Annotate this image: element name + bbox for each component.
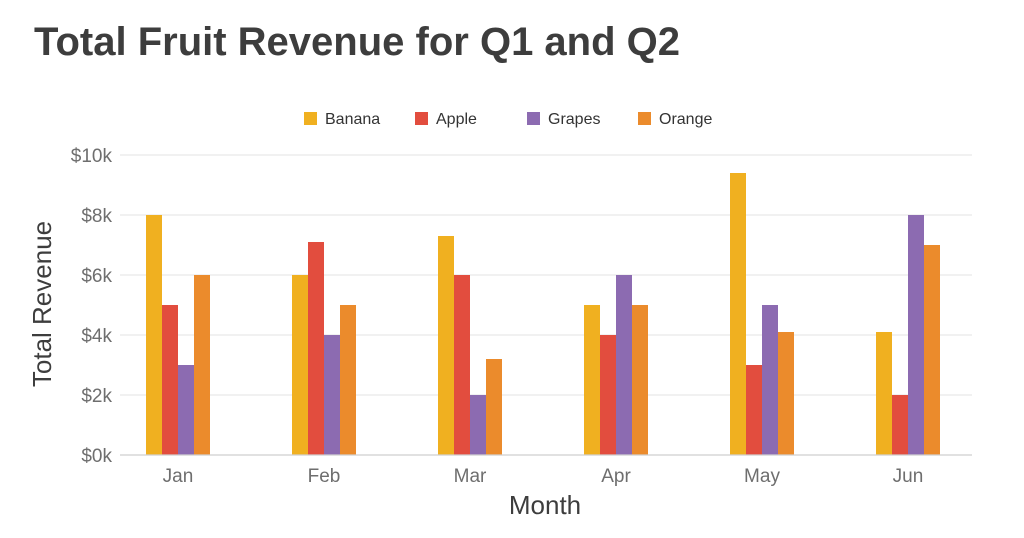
legend-swatch [415,112,428,125]
legend: Banana Apple Grapes Orange [304,111,712,128]
y-tick-label: $0k [81,446,112,467]
legend-item-grapes[interactable]: Grapes [527,111,600,128]
bars [146,173,940,455]
legend-item-banana[interactable]: Banana [304,111,380,128]
x-tick-label: Jan [163,466,194,487]
legend-swatch [304,112,317,125]
bar-apple-mar [454,275,470,455]
x-tick-label: May [744,466,780,487]
x-axis-title: Month [509,490,581,520]
bar-grapes-feb [324,335,340,455]
bar-banana-jun [876,332,892,455]
bar-apple-jan [162,305,178,455]
legend-label: Banana [325,111,380,128]
bar-orange-may [778,332,794,455]
legend-label: Apple [436,111,477,128]
x-tick-label: Jun [893,466,924,487]
x-tick-label: Mar [454,466,487,487]
bar-orange-mar [486,359,502,455]
y-tick-label: $4k [81,326,112,347]
bar-apple-jun [892,395,908,455]
bar-grapes-may [762,305,778,455]
legend-swatch [527,112,540,125]
bar-banana-may [730,173,746,455]
bar-banana-mar [438,236,454,455]
legend-swatch [638,112,651,125]
legend-item-apple[interactable]: Apple [415,111,477,128]
bar-orange-apr [632,305,648,455]
bar-banana-apr [584,305,600,455]
bar-orange-feb [340,305,356,455]
x-tick-label: Feb [308,466,341,487]
legend-item-orange[interactable]: Orange [638,111,712,128]
bar-banana-feb [292,275,308,455]
bar-apple-apr [600,335,616,455]
y-axis-title: Total Revenue [27,221,57,387]
bar-orange-jun [924,245,940,455]
y-tick-label: $2k [81,386,112,407]
x-axis-ticks: Jan Feb Mar Apr May Jun [163,466,924,487]
bar-grapes-jun [908,215,924,455]
bar-grapes-mar [470,395,486,455]
grid-lines [120,154,972,396]
bar-apple-feb [308,242,324,455]
legend-label: Grapes [548,111,600,128]
y-tick-label: $10k [71,146,113,167]
chart-title: Total Fruit Revenue for Q1 and Q2 [34,20,681,64]
y-tick-label: $6k [81,266,112,287]
bar-apple-may [746,365,762,455]
legend-label: Orange [659,111,712,128]
x-tick-label: Apr [601,466,631,487]
bar-banana-jan [146,215,162,455]
y-axis-ticks: $0k $2k $4k $6k $8k $10k [71,146,113,467]
bar-grapes-apr [616,275,632,455]
bar-orange-jan [194,275,210,455]
bar-grapes-jan [178,365,194,455]
y-tick-label: $8k [81,206,112,227]
